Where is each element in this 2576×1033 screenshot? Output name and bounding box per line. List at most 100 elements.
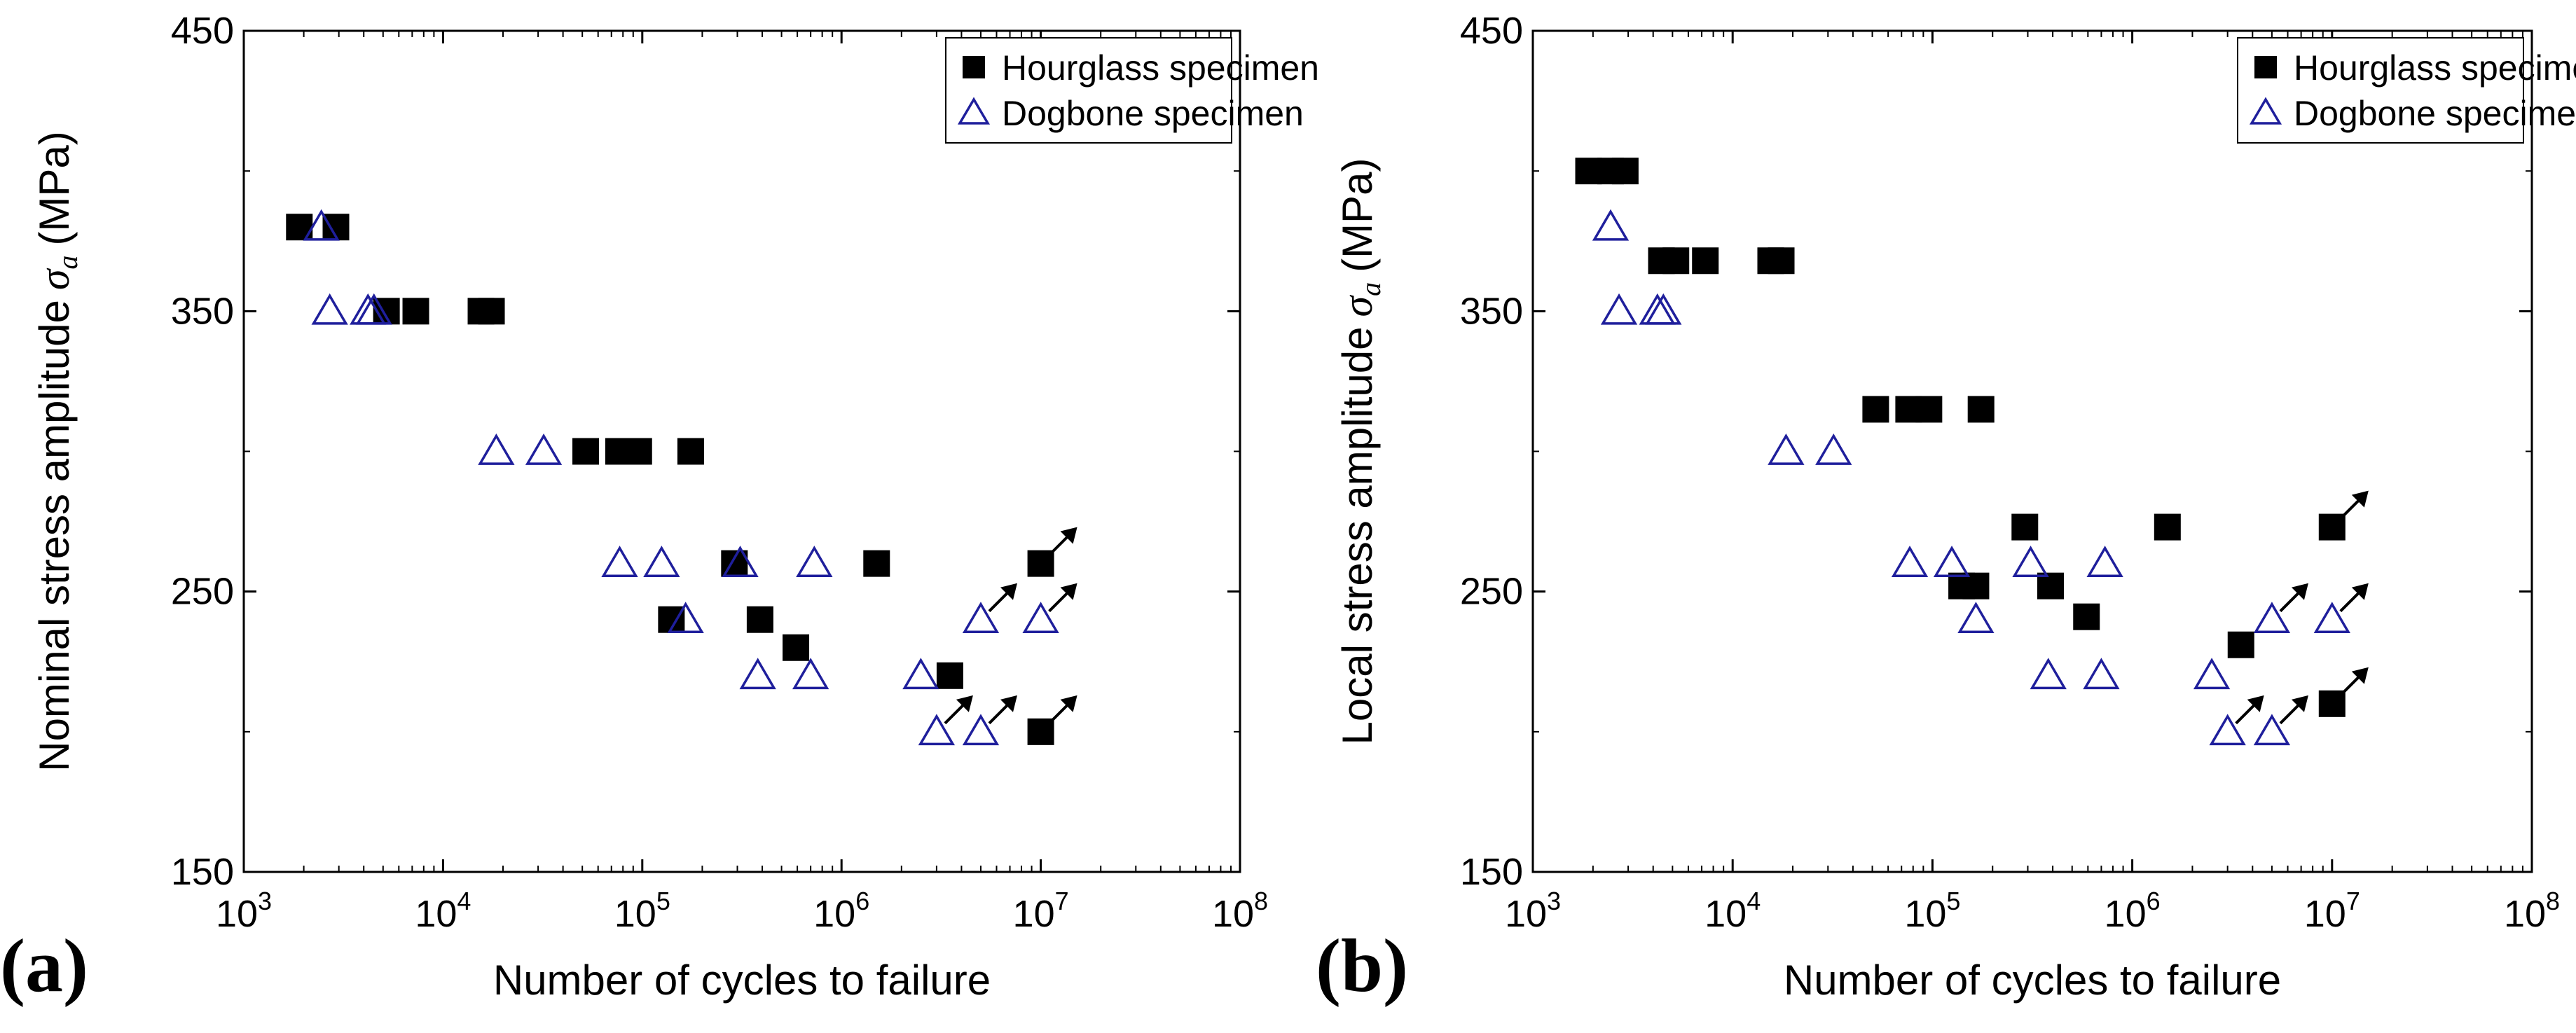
y-tick-label: 350	[1460, 290, 1523, 332]
data-point-triangle	[2083, 658, 2120, 690]
data-point-triangle	[643, 546, 680, 577]
data-point-square	[1768, 247, 1795, 275]
data-point-square	[1967, 396, 1995, 423]
data-point-square	[402, 298, 429, 325]
data-point-triangle	[1645, 293, 1682, 325]
x-tick-label: 107	[2304, 887, 2360, 935]
data-point-triangle	[2313, 602, 2350, 634]
data-point-square	[1611, 158, 1639, 185]
legend-marker-triangle	[2249, 97, 2282, 125]
legend: Hourglass specimen Dogbone specimen	[2237, 37, 2576, 144]
data-point-square	[478, 298, 505, 325]
legend-box	[2237, 37, 2524, 144]
x-axis-label: Number of cycles to failure	[1784, 957, 2281, 1004]
chart-panel-a: 103 104 105 106 107 108 150 250 350 450 Number of …	[0, 10, 1319, 1008]
data-point-triangle	[962, 714, 1000, 746]
data-point-triangle	[1639, 293, 1676, 325]
data-point-square	[1862, 396, 1889, 423]
legend-marker-triangle	[957, 97, 991, 125]
runout-arrowhead	[2351, 490, 2369, 508]
legend-label: Hourglass specimen	[1002, 48, 1319, 88]
data-point-triangle	[722, 546, 759, 577]
data-point-triangle	[1933, 546, 1971, 577]
data-point-triangle	[355, 293, 392, 325]
y-tick-label: 150	[171, 851, 234, 893]
data-point-triangle	[739, 658, 776, 690]
data-point-triangle	[2209, 714, 2246, 746]
data-point-square	[572, 438, 600, 465]
legend-label: Dogbone specimen	[1002, 94, 1304, 133]
x-tick-label: 106	[2105, 887, 2161, 935]
data-point-triangle	[1600, 293, 1638, 325]
data-point-triangle	[303, 209, 340, 241]
panel-label: (a)	[0, 924, 88, 1008]
data-point-triangle	[962, 602, 1000, 634]
runout-arrowhead	[956, 695, 973, 712]
runout-arrowhead	[2291, 583, 2308, 600]
data-point-square	[1962, 572, 1990, 599]
data-point-square	[936, 662, 963, 689]
data-point-triangle	[2253, 602, 2291, 634]
data-point-square	[783, 634, 810, 661]
panel-label: (b)	[1316, 924, 1408, 1008]
runout-arrowhead	[1060, 695, 1077, 712]
data-point-square	[863, 550, 890, 577]
plot-frame	[242, 29, 1241, 873]
data-point-square	[2073, 603, 2100, 630]
x-tick-label: 108	[1212, 887, 1268, 935]
data-point-square	[1915, 396, 1943, 423]
data-point-triangle	[525, 434, 563, 465]
x-tick-label: 105	[614, 887, 670, 935]
data-point-square	[1662, 247, 1690, 275]
chart-panel-b: 103 104 105 106 107 108 150 250 350 450 Number of …	[1316, 10, 2576, 1008]
data-point-triangle	[796, 546, 833, 577]
runout-arrowhead	[2351, 667, 2369, 684]
legend-marker-square	[963, 56, 985, 78]
x-tick-label: 107	[1013, 887, 1069, 935]
runout-arrowhead	[1000, 695, 1017, 712]
data-point-square	[286, 214, 313, 241]
legend-label: Dogbone specimen	[2294, 94, 2576, 133]
data-point-triangle	[1815, 434, 1852, 465]
data-point-square	[2011, 513, 2039, 541]
y-tick-label: 150	[1460, 851, 1523, 893]
x-tick-label: 104	[1704, 887, 1761, 935]
legend-marker-square	[2254, 56, 2277, 78]
data-point-square	[746, 606, 773, 633]
runout-arrowhead	[2351, 583, 2369, 600]
data-point-square	[2037, 572, 2064, 599]
data-point-triangle	[1957, 602, 1995, 634]
runout-arrowhead	[1000, 583, 1017, 600]
x-tick-label: 108	[2504, 887, 2560, 935]
series-hourglass	[1575, 158, 2369, 717]
data-point-triangle	[2030, 658, 2067, 690]
series-dogbone	[1592, 209, 2369, 746]
y-tick-label: 450	[1460, 10, 1523, 52]
y-axis-label: Local stress amplitudeσa(MPa)	[1334, 158, 1386, 745]
data-point-triangle	[601, 546, 638, 577]
data-point-square	[625, 438, 652, 465]
y-tick-label: 350	[171, 290, 234, 332]
x-tick-label: 105	[1904, 887, 1960, 935]
y-tick-label: 250	[1460, 571, 1523, 613]
data-point-triangle	[311, 293, 348, 325]
x-tick-label: 106	[813, 887, 869, 935]
runout-arrowhead	[1060, 583, 1077, 600]
series-dogbone	[303, 209, 1077, 746]
data-point-square	[2227, 631, 2254, 658]
y-tick-label: 450	[171, 10, 234, 52]
x-tick-label: 103	[216, 887, 272, 935]
legend-box	[945, 37, 1232, 144]
data-point-triangle	[1768, 434, 1805, 465]
data-point-triangle	[1592, 209, 1630, 241]
x-axis-label: Number of cycles to failure	[493, 957, 991, 1004]
data-point-triangle	[918, 714, 956, 746]
runout-arrowhead	[2291, 695, 2308, 712]
data-point-square	[677, 438, 704, 465]
data-point-triangle	[2253, 714, 2291, 746]
runout-arrowhead	[1060, 527, 1077, 544]
data-point-triangle	[667, 602, 704, 634]
data-point-triangle	[2086, 546, 2123, 577]
x-tick-label: 103	[1505, 887, 1561, 935]
